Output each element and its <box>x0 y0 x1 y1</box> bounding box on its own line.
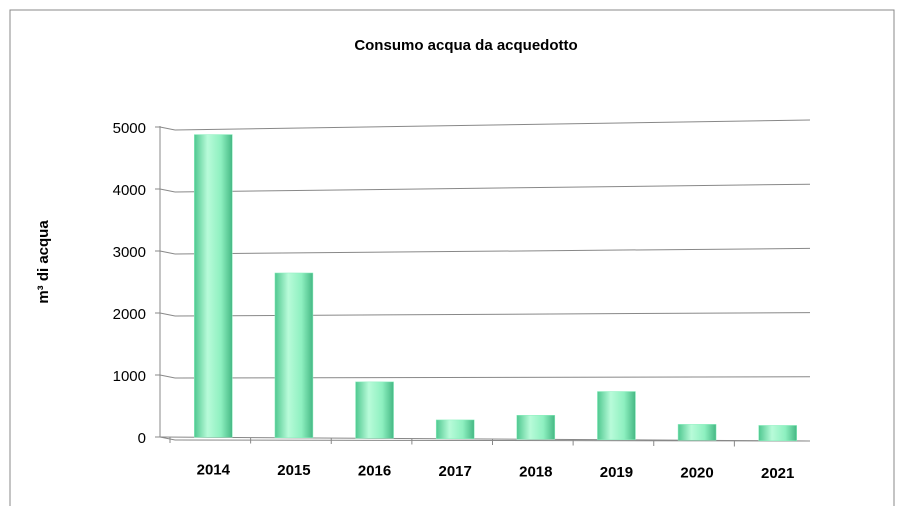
y-tick-label: 5000 <box>113 120 146 137</box>
bar <box>355 381 394 439</box>
x-tick-label: 2018 <box>519 463 552 480</box>
chart-title: Consumo acqua da acquedotto <box>354 37 577 54</box>
chart-frame <box>9 9 895 506</box>
grid-line <box>159 126 176 131</box>
bar <box>194 134 233 438</box>
x-tick-label: 2017 <box>439 463 472 480</box>
y-tick-label: 2000 <box>113 306 146 323</box>
grid-line <box>174 376 811 379</box>
y-tick-label: 3000 <box>113 244 146 261</box>
bar <box>677 424 717 441</box>
grid-line <box>159 250 176 255</box>
bar <box>274 272 314 439</box>
grid-line <box>159 374 176 379</box>
grid-line <box>159 188 176 193</box>
x-tick-label: 2021 <box>761 465 794 482</box>
x-tick-label: 2016 <box>358 462 391 479</box>
bar <box>516 415 556 440</box>
y-axis-label: m³ di acqua <box>35 220 52 304</box>
grid-line <box>174 183 811 193</box>
grid-line <box>174 119 811 131</box>
bar <box>597 391 636 441</box>
x-tick-label: 2014 <box>197 461 231 478</box>
grid-line <box>159 312 176 317</box>
grid-line <box>159 436 176 441</box>
y-tick-label: 0 <box>138 430 146 447</box>
y-tick-label: 4000 <box>113 182 146 199</box>
x-tick-label: 2015 <box>277 462 310 479</box>
bar <box>435 419 475 440</box>
grid-line <box>174 312 811 317</box>
x-tick-label: 2020 <box>680 464 713 481</box>
bar <box>758 425 797 442</box>
y-tick-label: 1000 <box>113 368 146 385</box>
x-tick-label: 2019 <box>600 464 633 481</box>
grid-line <box>174 247 811 255</box>
